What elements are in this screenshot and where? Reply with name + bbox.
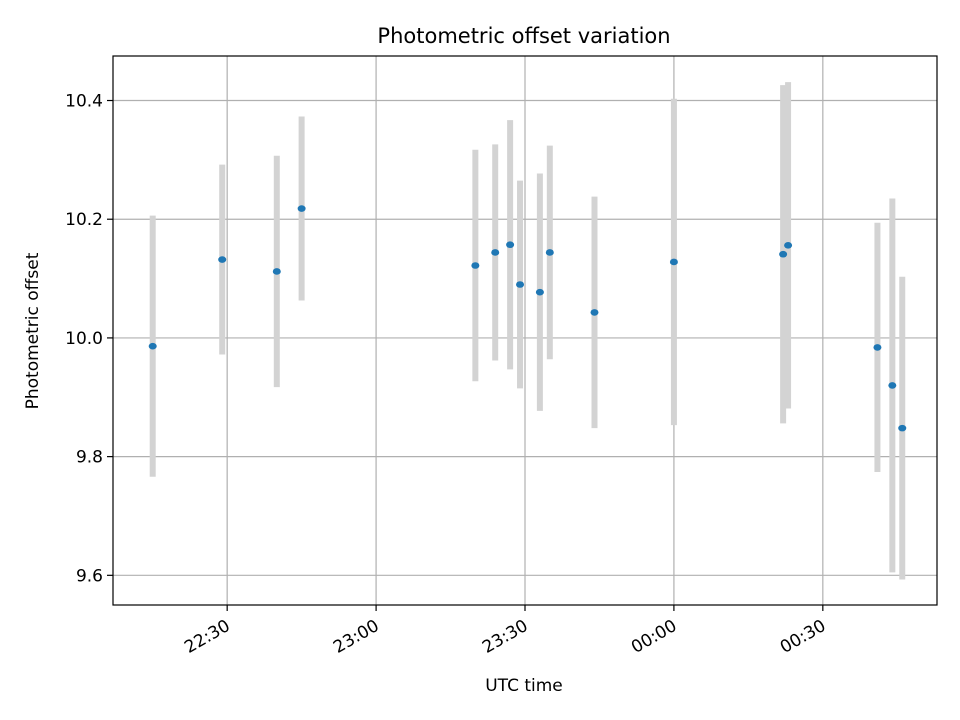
y-tick-label: 9.6 [76,566,103,586]
x-tick-label: 22:30 [181,616,233,658]
x-tick-label: 00:00 [628,616,680,658]
y-tick-label: 10.2 [65,210,103,230]
grid [113,56,937,605]
y-axis-ticks: 9.6 9.8 10.0 10.2 10.4 [65,92,113,586]
data-point [471,262,480,269]
data-point [888,382,897,389]
y-axis-label: Photometric offset [23,252,43,409]
data-point [491,249,500,256]
x-tick-label: 23:30 [479,616,531,658]
x-axis-label: UTC time [485,676,563,696]
data-point [506,241,515,249]
data-point [148,342,157,350]
y-tick-label: 10.4 [65,92,103,112]
data-point [516,281,525,288]
x-tick-label: 00:30 [777,616,829,658]
data-point [873,344,882,351]
error-bars [149,82,906,580]
y-tick-label: 10.0 [65,329,103,349]
x-tick-label: 23:00 [330,616,382,658]
data-point [535,288,544,296]
y-tick-label: 9.8 [76,448,103,468]
data-point [898,424,907,432]
data-point [779,250,788,258]
data-point [784,242,793,249]
data-point [272,268,281,275]
chart-title: Photometric offset variation [377,24,670,48]
data-points [148,205,907,432]
data-point [218,256,227,263]
data-point [669,258,678,266]
data-point [590,309,599,316]
data-point [545,249,554,256]
data-point [297,205,306,212]
x-axis-ticks: 22:30 23:00 23:30 00:00 00:30 [181,605,829,658]
